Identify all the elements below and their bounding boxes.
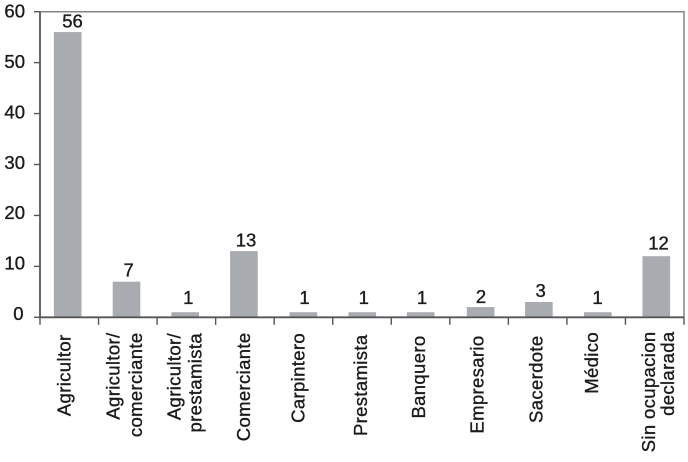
svg-text:13: 13 xyxy=(236,229,257,250)
svg-text:30: 30 xyxy=(4,152,25,173)
svg-text:1: 1 xyxy=(592,287,602,308)
svg-text:1: 1 xyxy=(417,287,427,308)
svg-text:Sin ocupacion: Sin ocupacion xyxy=(638,332,659,453)
svg-text:1: 1 xyxy=(359,287,369,308)
svg-text:Agricultor/: Agricultor/ xyxy=(163,333,184,421)
svg-text:Prestamista: Prestamista xyxy=(350,334,371,436)
svg-text:Empresario: Empresario xyxy=(467,336,488,434)
svg-text:12: 12 xyxy=(648,233,669,254)
svg-text:Agricultor/: Agricultor/ xyxy=(102,332,123,420)
svg-text:50: 50 xyxy=(4,51,25,72)
svg-text:Agricultor: Agricultor xyxy=(53,335,74,417)
svg-text:40: 40 xyxy=(4,101,25,122)
svg-text:3: 3 xyxy=(535,280,545,301)
svg-text:Sacerdote: Sacerdote xyxy=(526,336,547,423)
svg-text:56: 56 xyxy=(62,11,83,32)
svg-text:1: 1 xyxy=(183,287,193,308)
svg-text:Comerciante: Comerciante xyxy=(233,333,254,442)
svg-text:60: 60 xyxy=(4,1,25,22)
svg-text:10: 10 xyxy=(4,253,25,274)
svg-text:Banquero: Banquero xyxy=(408,336,429,419)
svg-text:comerciante: comerciante xyxy=(125,333,146,438)
svg-text:20: 20 xyxy=(4,202,25,223)
svg-text:2: 2 xyxy=(476,286,486,307)
svg-text:Carpintero: Carpintero xyxy=(287,333,308,423)
svg-text:7: 7 xyxy=(124,259,134,280)
svg-text:1: 1 xyxy=(299,287,309,308)
svg-text:declarada: declarada xyxy=(657,331,678,416)
svg-text:0: 0 xyxy=(13,303,23,324)
svg-text:prestamista: prestamista xyxy=(185,333,206,433)
svg-text:Médico: Médico xyxy=(581,332,602,394)
